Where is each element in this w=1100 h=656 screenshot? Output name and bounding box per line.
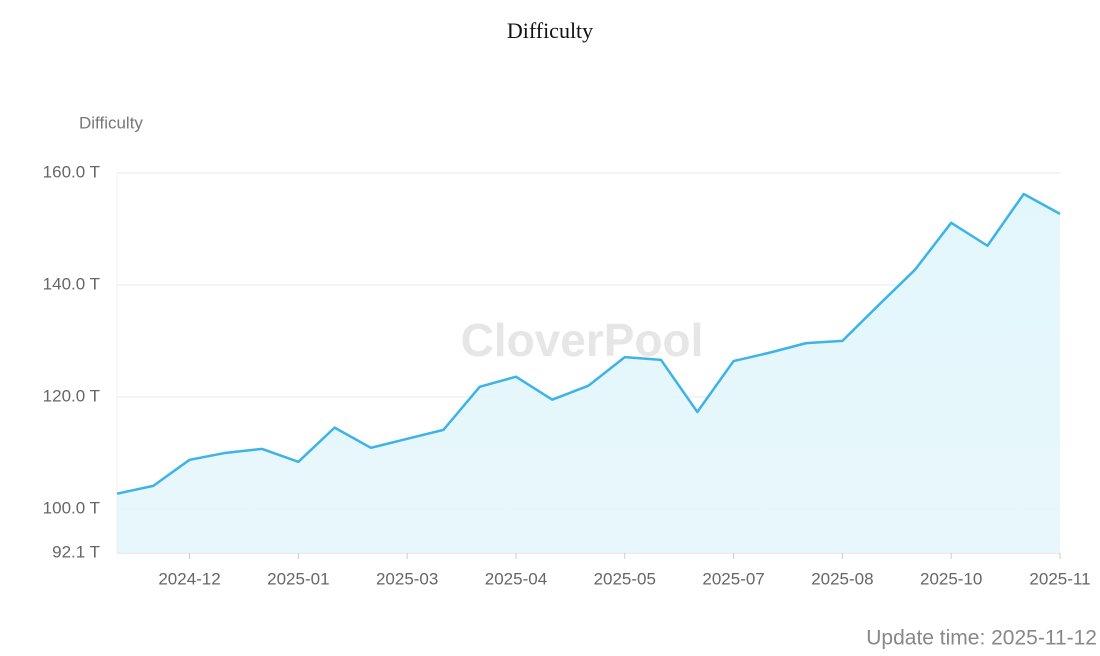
x-tick-label: 2025-10 [920,569,982,588]
y-tick-label: 160.0 T [43,162,100,181]
x-tick-label: 2025-01 [267,569,329,588]
x-tick-label: 2025-08 [811,569,873,588]
y-tick-label: 140.0 T [43,274,100,293]
x-tick-label: 2024-12 [158,569,220,588]
x-tick-label: 2025-04 [485,569,547,588]
update-time: Update time: 2025-11-12 [866,627,1097,650]
y-tick-label: 92.1 T [52,542,100,561]
watermark: CloverPool [461,314,704,366]
x-tick-label: 2025-05 [594,569,656,588]
area [117,193,1060,553]
y-tick-label: 120.0 T [43,386,100,405]
y-tick-label: 100.0 T [43,498,100,517]
line [116,192,1061,495]
y-axis-label: Difficulty [79,113,143,132]
x-tick-label: 2025-11 [1029,569,1090,588]
chart-title: Difficulty [507,18,593,43]
x-tick-label: 2025-07 [702,569,764,588]
x-tick-label: 2025-03 [376,569,438,588]
